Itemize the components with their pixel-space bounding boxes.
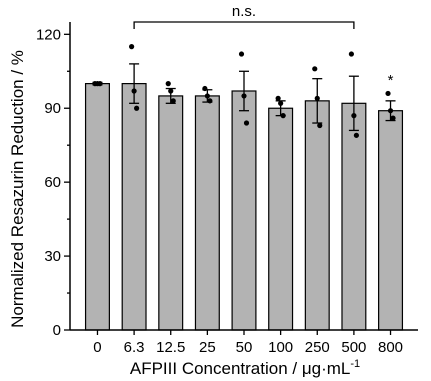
x-tick-label-12.5: 12.5 [156, 339, 185, 356]
data-point-25-0 [202, 85, 208, 92]
x-tick-label-100: 100 [268, 339, 293, 356]
bar-250 [304, 100, 330, 331]
data-point-100-2 [280, 113, 286, 119]
significance-star: * [388, 72, 394, 89]
significance-bracket [133, 21, 355, 29]
data-point-250-2 [317, 122, 323, 129]
data-point-800-2 [390, 115, 396, 121]
bar-500 [341, 102, 367, 331]
bar-0 [84, 82, 110, 331]
data-point-100-0 [275, 95, 281, 101]
data-point-12.5-0 [165, 81, 171, 87]
x-axis-title-superscript: -1 [350, 358, 360, 370]
data-point-25-1 [204, 93, 210, 99]
y-axis-title: Normalized Resazurin Reduction / % [8, 50, 27, 328]
data-point-50-0 [238, 51, 245, 57]
y-tick-label-120: 120 [36, 26, 61, 43]
data-point-6.3-1 [131, 88, 137, 94]
bars-group [84, 82, 404, 331]
data-point-500-1 [351, 113, 357, 119]
data-points-group [92, 44, 396, 138]
ns-label: n.s. [232, 3, 256, 20]
bar-50 [231, 90, 257, 331]
bar-6.3 [121, 82, 147, 331]
bar-25 [194, 95, 220, 331]
bar-12.5 [158, 95, 184, 331]
x-tick-label-800: 800 [378, 339, 403, 356]
data-point-25-2 [207, 98, 213, 104]
data-point-6.3-2 [134, 105, 140, 111]
x-tick-label-50: 50 [236, 339, 253, 356]
data-point-500-0 [348, 51, 354, 57]
data-point-12.5-2 [170, 98, 176, 104]
data-point-250-0 [312, 66, 318, 72]
annotations-group: n.s. * [133, 3, 394, 89]
y-tick-label-60: 60 [44, 174, 61, 191]
y-tick-label-90: 90 [44, 100, 61, 117]
x-axis-title-text: AFPIII Concentration / μg·mL [130, 359, 351, 378]
data-point-50-1 [241, 93, 247, 99]
bar-800 [378, 110, 404, 331]
x-axis-title: AFPIII Concentration / μg·mL-1 [130, 358, 360, 378]
x-tick-label-250: 250 [305, 339, 330, 356]
axes-group: 0 30 60 90 120 0 6.3 12.5 25 50 100 250 500 800 [36, 22, 418, 356]
bar-100 [268, 107, 294, 331]
y-tick-label-0: 0 [53, 322, 61, 339]
data-point-100-1 [278, 100, 284, 106]
y-tick-label-30: 30 [44, 248, 61, 265]
data-point-500-2 [353, 132, 359, 138]
data-point-6.3-0 [129, 44, 135, 50]
x-tick-label-0: 0 [93, 339, 101, 356]
x-tick-label-6.3: 6.3 [124, 339, 145, 356]
data-point-12.5-1 [168, 88, 174, 94]
data-point-800-0 [385, 90, 391, 97]
data-point-50-2 [243, 120, 250, 126]
x-tick-label-25: 25 [199, 339, 216, 356]
data-point-800-1 [387, 108, 394, 114]
x-tick-label-500: 500 [341, 339, 366, 356]
data-point-250-1 [314, 95, 320, 101]
data-point-0-2 [97, 81, 103, 87]
